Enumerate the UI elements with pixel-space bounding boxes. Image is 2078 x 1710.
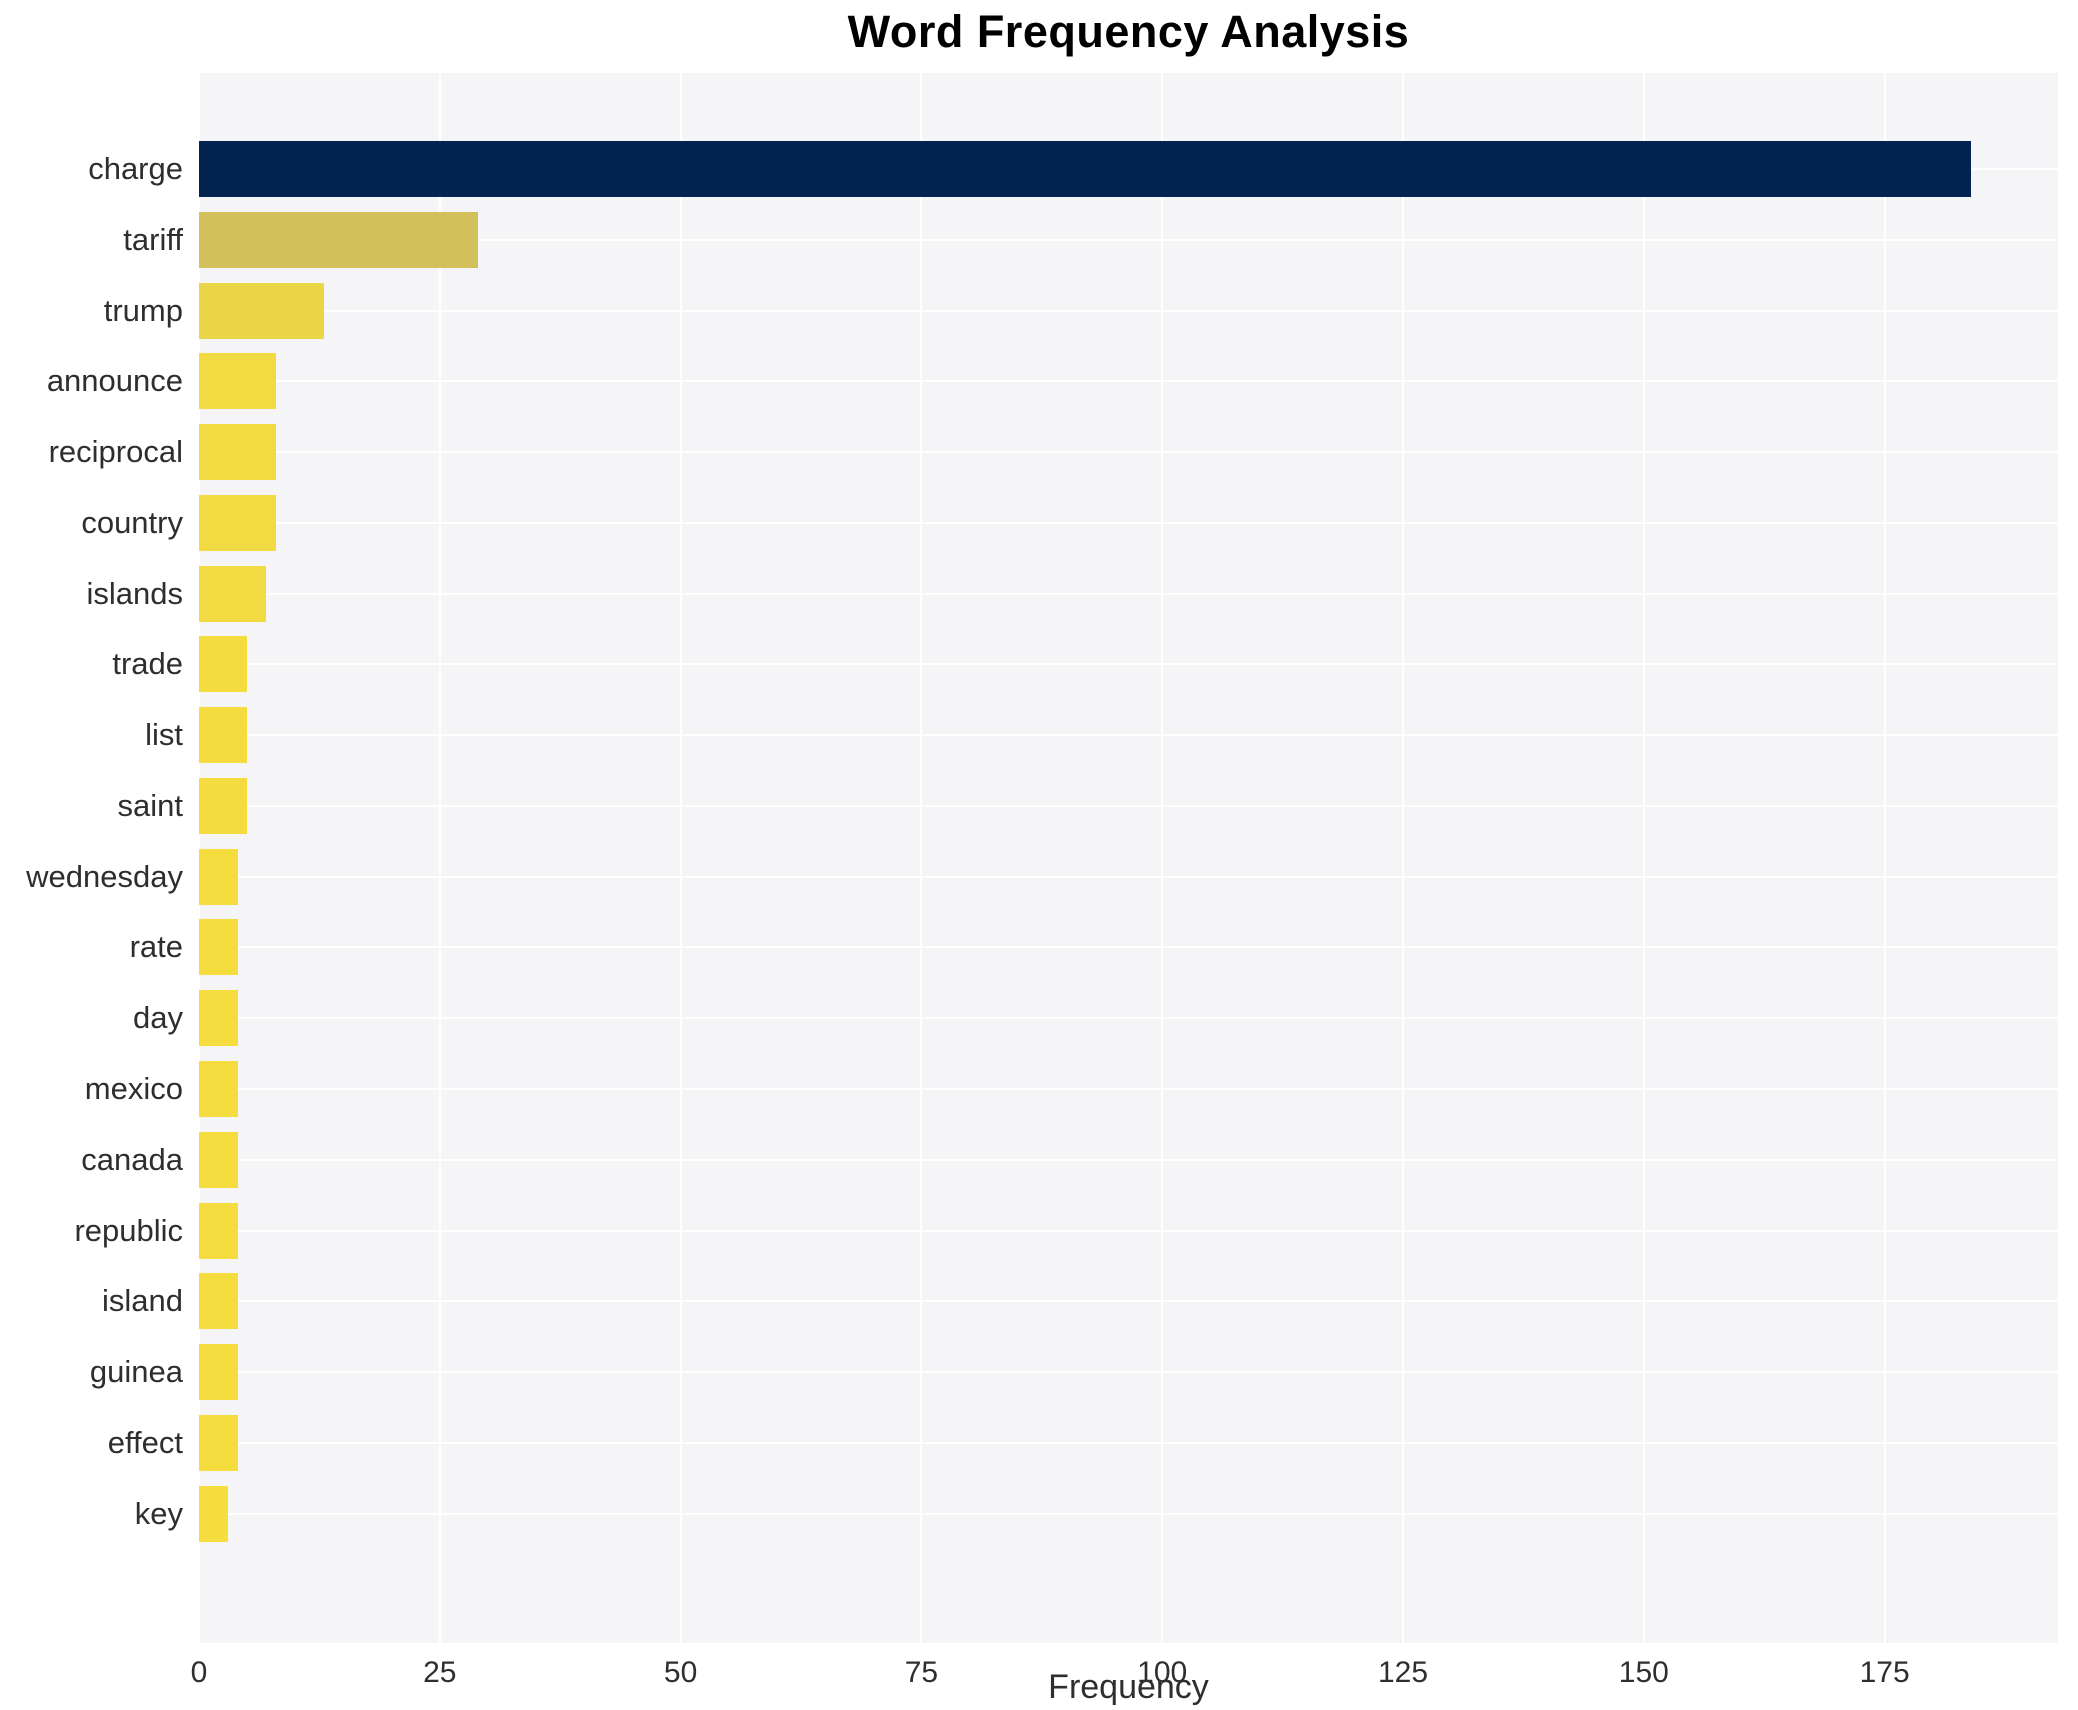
y-tick-label: saint	[117, 787, 183, 823]
gridline-horizontal	[199, 946, 2058, 949]
x-tick-label: 100	[1137, 1656, 1188, 1689]
bar-charge	[199, 141, 1972, 197]
y-tick-label: list	[145, 717, 183, 753]
gridline-horizontal	[199, 804, 2058, 807]
y-tick-label: guinea	[89, 1354, 183, 1390]
x-tick-label: 25	[423, 1656, 457, 1689]
bar-islands	[199, 565, 267, 622]
y-tick-label: tariff	[123, 221, 183, 257]
x-axis-label: Frequency	[1048, 1668, 1209, 1706]
y-tick-label: trade	[112, 646, 183, 682]
plot-area	[198, 73, 2058, 1643]
y-tick-label: republic	[74, 1212, 183, 1248]
gridline-vertical	[920, 73, 923, 1643]
x-tick-label: 75	[904, 1656, 939, 1689]
x-tick-label: 175	[1859, 1656, 1910, 1689]
gridline-horizontal	[199, 1371, 2058, 1374]
gridline-horizontal	[199, 663, 2058, 666]
gridline-vertical	[679, 73, 682, 1643]
gridline-horizontal	[199, 1158, 2058, 1161]
gridline-vertical	[1402, 73, 1404, 1643]
bar-canada	[199, 1131, 238, 1188]
gridline-horizontal	[199, 1512, 2058, 1515]
gridline-horizontal	[199, 1300, 2058, 1303]
gridline-horizontal	[199, 380, 2058, 383]
gridline-vertical	[438, 73, 441, 1643]
y-tick-label: trump	[103, 292, 183, 328]
y-tick-label: island	[102, 1283, 183, 1319]
bar-effect	[199, 1414, 238, 1471]
y-tick-label: islands	[86, 575, 184, 611]
bar-republic	[199, 1202, 238, 1259]
gridline-horizontal	[199, 592, 2058, 595]
y-tick-label: reciprocal	[48, 434, 183, 470]
bar-rate	[199, 919, 238, 976]
y-tick-label: announce	[46, 363, 183, 399]
y-tick-label: day	[133, 1000, 183, 1036]
y-tick-label: key	[134, 1495, 183, 1531]
gridline-horizontal	[199, 1441, 2058, 1444]
bar-list	[199, 707, 248, 764]
bar-wednesday	[199, 848, 238, 905]
y-tick-label: effect	[107, 1424, 183, 1460]
gridline-vertical	[1642, 73, 1645, 1643]
bar-trade	[199, 636, 248, 693]
y-tick-label: country	[81, 504, 183, 540]
bar-tariff	[199, 211, 479, 268]
gridline-horizontal	[199, 238, 2058, 241]
bar-trump	[199, 282, 325, 339]
gridline-horizontal	[199, 521, 2058, 524]
bar-island	[199, 1273, 238, 1330]
bar-mexico	[199, 1061, 238, 1117]
x-tick-label: 50	[663, 1656, 698, 1689]
gridline-horizontal	[199, 1017, 2058, 1020]
x-tick-label: 125	[1377, 1656, 1429, 1689]
chart-title: Word Frequency Analysis	[847, 6, 1410, 57]
gridline-vertical	[1883, 73, 1886, 1643]
y-tick-label: mexico	[84, 1071, 183, 1106]
bar-announce	[199, 353, 277, 410]
bar-guinea	[199, 1344, 238, 1401]
bar-saint	[199, 777, 248, 834]
bar-reciprocal	[199, 424, 277, 481]
gridline-horizontal	[199, 1229, 2058, 1232]
y-tick-label: canada	[81, 1141, 183, 1177]
x-tick-label: 0	[190, 1656, 208, 1689]
bar-day	[199, 990, 238, 1047]
gridline-horizontal	[199, 1088, 2058, 1090]
gridline-horizontal	[199, 875, 2058, 878]
x-tick-label: 150	[1618, 1656, 1669, 1689]
gridline-horizontal	[199, 734, 2058, 737]
bar-key	[199, 1485, 228, 1542]
bar-country	[199, 494, 277, 551]
gridline-horizontal	[199, 309, 2058, 312]
gridline-vertical	[1161, 73, 1164, 1643]
y-tick-label: charge	[88, 151, 183, 186]
y-tick-label: rate	[129, 929, 183, 965]
gridline-horizontal	[199, 451, 2058, 454]
y-tick-label: wednesday	[26, 858, 183, 894]
